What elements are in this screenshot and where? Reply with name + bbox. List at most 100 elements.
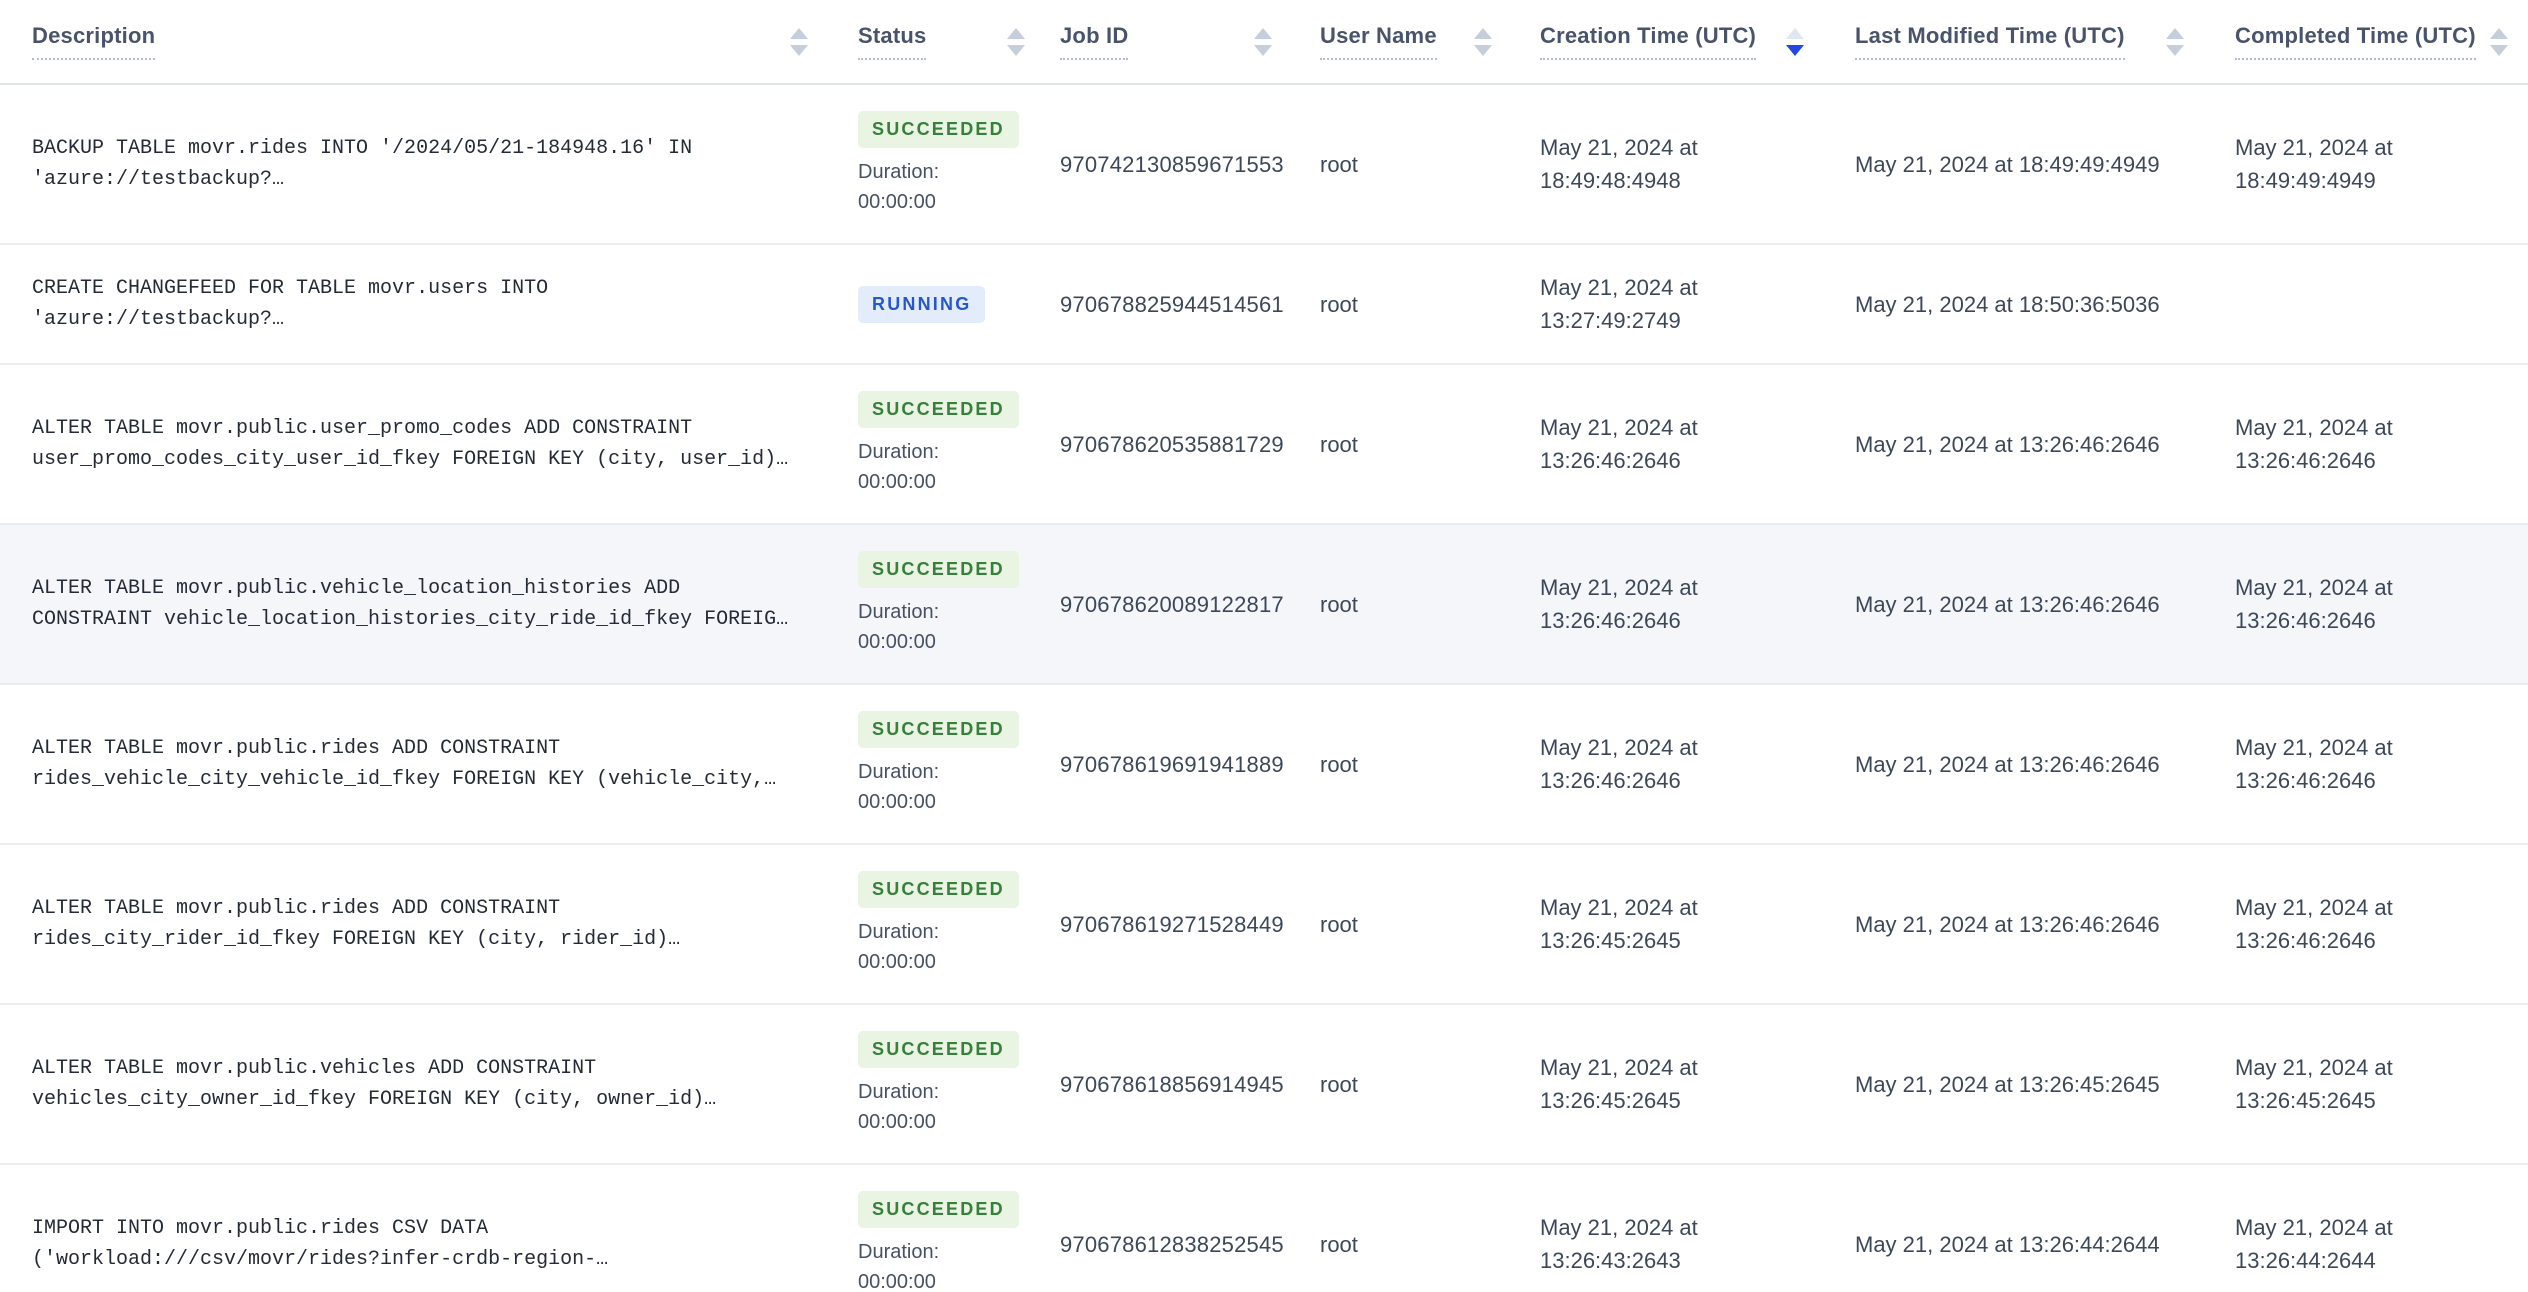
job-description-cell[interactable]: ALTER TABLE movr.public.vehicle_location… — [0, 524, 845, 685]
table-row: ALTER TABLE movr.public.rides ADD CONSTR… — [0, 684, 2528, 845]
duration-value: 00:00:00 — [858, 471, 936, 493]
job-id-cell: 970742130859671553 — [1050, 84, 1300, 245]
completed-time: May 21, 2024 at 18:49:49:4949 — [2235, 135, 2393, 193]
completed-time-cell: May 21, 2024 at 18:49:49:4949 — [2200, 84, 2528, 245]
duration: Duration: 00:00:00 — [858, 597, 1025, 657]
column-header-user-name[interactable]: User Name — [1300, 0, 1520, 85]
duration-label: Duration: — [858, 1241, 940, 1263]
last-modified-time: May 21, 2024 at 13:26:46:2646 — [1855, 591, 2160, 617]
creation-time-cell: May 21, 2024 at 13:26:45:2645 — [1520, 844, 1840, 1005]
status-badge: SUCCEEDED — [858, 871, 1019, 908]
duration-value: 00:00:00 — [858, 631, 936, 653]
job-status-cell: SUCCEEDED Duration: 00:00:00 — [845, 84, 1050, 245]
last-modified-time: May 21, 2024 at 13:26:45:2645 — [1855, 1071, 2160, 1097]
column-header-completed-time[interactable]: Completed Time (UTC) — [2200, 0, 2528, 85]
column-header-creation-time[interactable]: Creation Time (UTC) — [1520, 0, 1840, 85]
job-status-cell: SUCCEEDED Duration: 00:00:00 — [845, 1164, 1050, 1292]
column-label-description: Description — [32, 23, 156, 60]
user-name: root — [1320, 1231, 1358, 1257]
user-name-cell: root — [1300, 84, 1520, 245]
sort-arrows-icon — [1786, 27, 1804, 56]
table-row: ALTER TABLE movr.public.vehicle_location… — [0, 524, 2528, 685]
sort-arrows-icon — [2166, 27, 2184, 56]
last-modified-time-cell: May 21, 2024 at 13:26:46:2646 — [1840, 684, 2200, 845]
column-header-status[interactable]: Status — [845, 0, 1050, 85]
jobs-table-header: Description Status Job ID User Name — [0, 0, 2528, 85]
job-description-link[interactable]: CREATE CHANGEFEED FOR TABLE movr.users I… — [32, 277, 549, 331]
job-description-cell[interactable]: ALTER TABLE movr.public.user_promo_codes… — [0, 364, 845, 525]
duration: Duration: 00:00:00 — [858, 917, 1025, 977]
job-description-link[interactable]: ALTER TABLE movr.public.user_promo_codes… — [32, 417, 789, 471]
job-id: 970742130859671553 — [1060, 151, 1284, 177]
completed-time-cell: May 21, 2024 at 13:26:44:2644 — [2200, 1164, 2528, 1292]
duration: Duration: 00:00:00 — [858, 157, 1025, 217]
job-status-cell: RUNNING — [845, 244, 1050, 365]
creation-time-cell: May 21, 2024 at 13:26:43:2643 — [1520, 1164, 1840, 1292]
last-modified-time-cell: May 21, 2024 at 13:26:44:2644 — [1840, 1164, 2200, 1292]
status-badge: SUCCEEDED — [858, 111, 1019, 148]
creation-time-cell: May 21, 2024 at 13:26:45:2645 — [1520, 1004, 1840, 1165]
job-id-cell: 970678618856914945 — [1050, 1004, 1300, 1165]
job-description-link[interactable]: ALTER TABLE movr.public.vehicle_location… — [32, 577, 789, 631]
creation-time: May 21, 2024 at 18:49:48:4948 — [1540, 135, 1698, 193]
user-name-cell: root — [1300, 244, 1520, 365]
column-label-user-name: User Name — [1320, 23, 1437, 60]
duration-value: 00:00:00 — [858, 191, 936, 213]
last-modified-time-cell: May 21, 2024 at 18:50:36:5036 — [1840, 244, 2200, 365]
duration: Duration: 00:00:00 — [858, 437, 1025, 497]
job-status-cell: SUCCEEDED Duration: 00:00:00 — [845, 844, 1050, 1005]
creation-time: May 21, 2024 at 13:26:46:2646 — [1540, 575, 1698, 633]
status-badge: SUCCEEDED — [858, 1191, 1019, 1228]
job-description-cell[interactable]: CREATE CHANGEFEED FOR TABLE movr.users I… — [0, 244, 845, 365]
creation-time-cell: May 21, 2024 at 13:27:49:2749 — [1520, 244, 1840, 365]
creation-time: May 21, 2024 at 13:27:49:2749 — [1540, 275, 1698, 333]
user-name-cell: root — [1300, 1004, 1520, 1165]
job-description-cell[interactable]: IMPORT INTO movr.public.rides CSV DATA (… — [0, 1164, 845, 1292]
job-description-link[interactable]: ALTER TABLE movr.public.rides ADD CONSTR… — [32, 737, 777, 791]
last-modified-time: May 21, 2024 at 18:50:36:5036 — [1855, 291, 2160, 317]
user-name: root — [1320, 151, 1358, 177]
column-header-job-id[interactable]: Job ID — [1050, 0, 1300, 85]
column-label-creation-time: Creation Time (UTC) — [1540, 23, 1757, 60]
job-id-cell: 970678619691941889 — [1050, 684, 1300, 845]
duration: Duration: 00:00:00 — [858, 1237, 1025, 1292]
user-name: root — [1320, 431, 1358, 457]
job-description-link[interactable]: ALTER TABLE movr.public.vehicles ADD CON… — [32, 1057, 717, 1111]
column-label-job-id: Job ID — [1060, 23, 1129, 60]
job-id: 970678620535881729 — [1060, 431, 1284, 457]
table-row: ALTER TABLE movr.public.vehicles ADD CON… — [0, 1004, 2528, 1165]
job-id-cell: 970678620535881729 — [1050, 364, 1300, 525]
last-modified-time: May 21, 2024 at 13:26:46:2646 — [1855, 431, 2160, 457]
column-label-completed-time: Completed Time (UTC) — [2235, 23, 2476, 60]
duration-label: Duration: — [858, 1081, 940, 1103]
user-name: root — [1320, 291, 1358, 317]
last-modified-time-cell: May 21, 2024 at 13:26:46:2646 — [1840, 364, 2200, 525]
completed-time: May 21, 2024 at 13:26:46:2646 — [2235, 575, 2393, 633]
column-header-last-modified-time[interactable]: Last Modified Time (UTC) — [1840, 0, 2200, 85]
completed-time-cell: May 21, 2024 at 13:26:46:2646 — [2200, 524, 2528, 685]
status-badge: SUCCEEDED — [858, 1031, 1019, 1068]
status-badge: SUCCEEDED — [858, 551, 1019, 588]
creation-time: May 21, 2024 at 13:26:45:2645 — [1540, 1055, 1698, 1113]
last-modified-time-cell: May 21, 2024 at 18:49:49:4949 — [1840, 84, 2200, 245]
job-description-link[interactable]: BACKUP TABLE movr.rides INTO '/2024/05/2… — [32, 137, 693, 191]
column-header-description[interactable]: Description — [0, 0, 845, 85]
user-name: root — [1320, 1071, 1358, 1097]
job-id-cell: 970678825944514561 — [1050, 244, 1300, 365]
completed-time: May 21, 2024 at 13:26:46:2646 — [2235, 735, 2393, 793]
job-description-cell[interactable]: BACKUP TABLE movr.rides INTO '/2024/05/2… — [0, 84, 845, 245]
duration-label: Duration: — [858, 761, 940, 783]
job-status-cell: SUCCEEDED Duration: 00:00:00 — [845, 684, 1050, 845]
user-name-cell: root — [1300, 524, 1520, 685]
last-modified-time: May 21, 2024 at 13:26:46:2646 — [1855, 751, 2160, 777]
job-description-cell[interactable]: ALTER TABLE movr.public.vehicles ADD CON… — [0, 1004, 845, 1165]
job-description-cell[interactable]: ALTER TABLE movr.public.rides ADD CONSTR… — [0, 844, 845, 1005]
user-name-cell: root — [1300, 684, 1520, 845]
job-description-cell[interactable]: ALTER TABLE movr.public.rides ADD CONSTR… — [0, 684, 845, 845]
job-description-link[interactable]: IMPORT INTO movr.public.rides CSV DATA (… — [32, 1217, 609, 1271]
job-description-link[interactable]: ALTER TABLE movr.public.rides ADD CONSTR… — [32, 897, 681, 951]
table-row: ALTER TABLE movr.public.rides ADD CONSTR… — [0, 844, 2528, 1005]
jobs-table-body: BACKUP TABLE movr.rides INTO '/2024/05/2… — [0, 84, 2528, 1292]
last-modified-time-cell: May 21, 2024 at 13:26:46:2646 — [1840, 524, 2200, 685]
last-modified-time: May 21, 2024 at 18:49:49:4949 — [1855, 151, 2160, 177]
